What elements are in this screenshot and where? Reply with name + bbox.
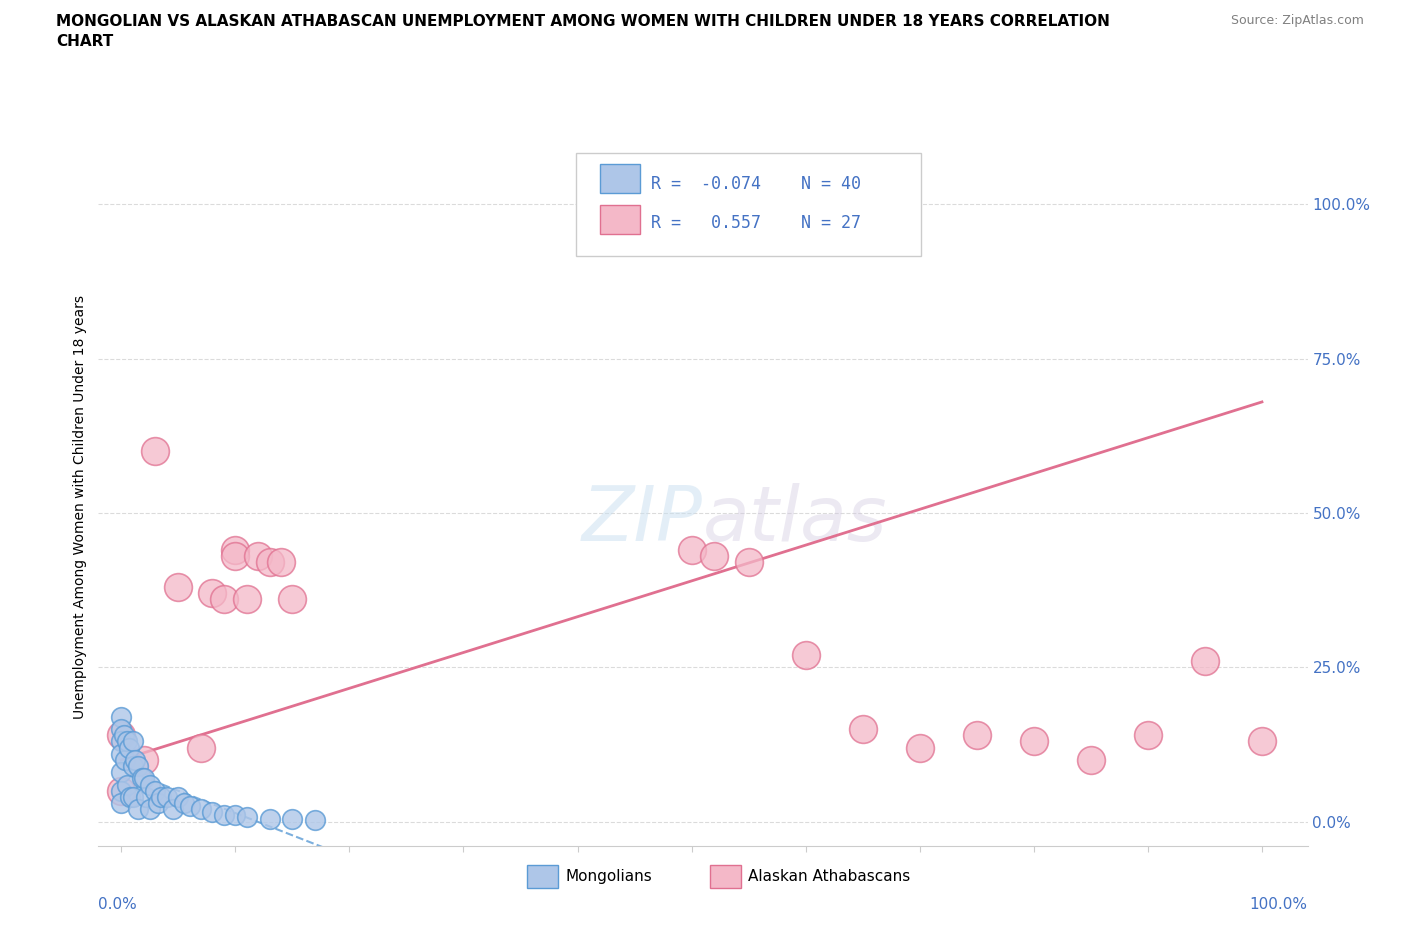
Point: [966, 728, 988, 743]
Point: [167, 579, 190, 594]
Y-axis label: Unemployment Among Women with Children Under 18 years: Unemployment Among Women with Children U…: [73, 295, 87, 719]
Point: [145, 783, 167, 798]
Point: [1194, 654, 1216, 669]
Text: atlas: atlas: [703, 484, 887, 557]
Text: CHART: CHART: [56, 34, 114, 49]
Point: [201, 805, 224, 820]
Point: [270, 555, 292, 570]
Point: [150, 790, 173, 804]
Point: [118, 740, 141, 755]
Point: [146, 796, 169, 811]
Point: [110, 722, 132, 737]
Point: [212, 808, 235, 823]
Point: [304, 812, 326, 827]
Text: Alaskan Athabascans: Alaskan Athabascans: [748, 869, 910, 884]
Point: [110, 728, 132, 743]
Point: [145, 444, 167, 458]
Text: ZIP: ZIP: [582, 484, 703, 557]
Text: R =  -0.074    N = 40: R = -0.074 N = 40: [651, 175, 860, 193]
Point: [212, 592, 235, 607]
Point: [121, 734, 143, 749]
Text: 100.0%: 100.0%: [1250, 897, 1308, 912]
Point: [681, 542, 703, 557]
Point: [121, 790, 143, 804]
Point: [259, 811, 281, 826]
Point: [156, 790, 179, 804]
Text: R =   0.557    N = 27: R = 0.557 N = 27: [651, 214, 860, 232]
Point: [173, 796, 195, 811]
Point: [281, 592, 304, 607]
Point: [110, 710, 132, 724]
Point: [737, 555, 759, 570]
Point: [247, 549, 270, 564]
Point: [190, 802, 212, 817]
Point: [110, 783, 132, 798]
Text: Source: ZipAtlas.com: Source: ZipAtlas.com: [1230, 14, 1364, 27]
Point: [115, 777, 138, 792]
Point: [132, 771, 155, 786]
Point: [794, 647, 817, 662]
Point: [852, 722, 875, 737]
Text: 0.0%: 0.0%: [98, 897, 138, 912]
Point: [1080, 752, 1102, 767]
Point: [110, 796, 132, 811]
Point: [110, 783, 132, 798]
Point: [120, 790, 142, 804]
Text: Mongolians: Mongolians: [565, 869, 652, 884]
Point: [127, 759, 149, 774]
Point: [235, 592, 257, 607]
Point: [131, 771, 153, 786]
Point: [224, 808, 246, 823]
Text: MONGOLIAN VS ALASKAN ATHABASCAN UNEMPLOYMENT AMONG WOMEN WITH CHILDREN UNDER 18 : MONGOLIAN VS ALASKAN ATHABASCAN UNEMPLOY…: [56, 14, 1111, 29]
Point: [167, 790, 190, 804]
Point: [110, 734, 132, 749]
Point: [235, 809, 257, 824]
Point: [1136, 728, 1159, 743]
Point: [703, 549, 725, 564]
Point: [1251, 734, 1274, 749]
Point: [908, 740, 931, 755]
Point: [110, 746, 132, 761]
Point: [114, 752, 136, 767]
Point: [179, 799, 201, 814]
Point: [124, 752, 146, 767]
Point: [190, 740, 212, 755]
Point: [281, 812, 304, 827]
Point: [112, 728, 135, 743]
Point: [1022, 734, 1045, 749]
Point: [132, 752, 155, 767]
Point: [139, 777, 162, 792]
Point: [259, 555, 281, 570]
Point: [224, 542, 246, 557]
Point: [110, 764, 132, 779]
Point: [135, 790, 157, 804]
Point: [162, 802, 184, 817]
Point: [121, 759, 143, 774]
Point: [201, 586, 224, 601]
Point: [115, 734, 138, 749]
Point: [127, 802, 149, 817]
Point: [139, 802, 162, 817]
Point: [224, 549, 246, 564]
